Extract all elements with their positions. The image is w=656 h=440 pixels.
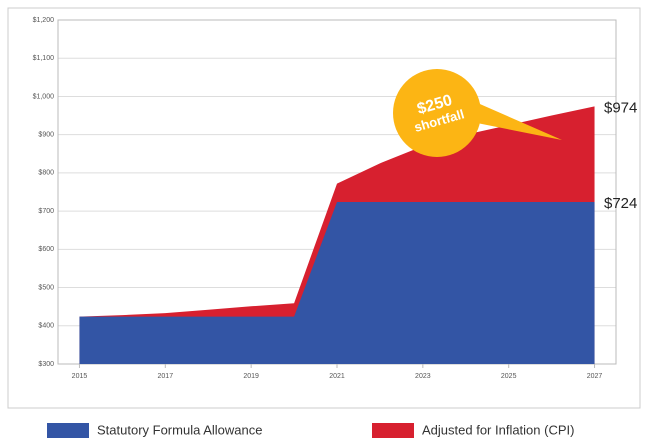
legend-label: Adjusted for Inflation (CPI): [422, 422, 574, 437]
y-tick-label: $300: [38, 361, 54, 368]
y-tick-label: $400: [38, 323, 54, 330]
x-tick-label: 2021: [329, 373, 345, 380]
y-tick-label: $1,100: [33, 55, 55, 62]
chart-frame: [7, 7, 641, 409]
end-label: $724: [604, 195, 637, 212]
x-tick-label: 2015: [72, 373, 88, 380]
x-tick-label: 2019: [243, 373, 259, 380]
legend-label: Statutory Formula Allowance: [97, 422, 262, 437]
callout-tail: [467, 101, 562, 140]
x-tick-label: 2017: [158, 373, 174, 380]
x-tick-label: 2023: [415, 373, 431, 380]
callout-bubble: [393, 69, 481, 157]
y-tick-label: $900: [38, 132, 54, 139]
area: [79, 201, 595, 364]
y-tick-label: $1,200: [33, 17, 55, 24]
y-tick-label: $800: [38, 170, 54, 177]
y-tick-label: $500: [38, 284, 54, 291]
y-tick-label: $1,000: [33, 93, 55, 100]
x-tick-label: 2025: [501, 373, 517, 380]
end-label: $974: [604, 99, 637, 116]
y-tick-label: $700: [38, 208, 54, 215]
legend-swatch: [47, 423, 89, 438]
y-tick-label: $600: [38, 246, 54, 253]
legend-swatch: [372, 423, 414, 438]
x-tick-label: 2027: [587, 373, 603, 380]
